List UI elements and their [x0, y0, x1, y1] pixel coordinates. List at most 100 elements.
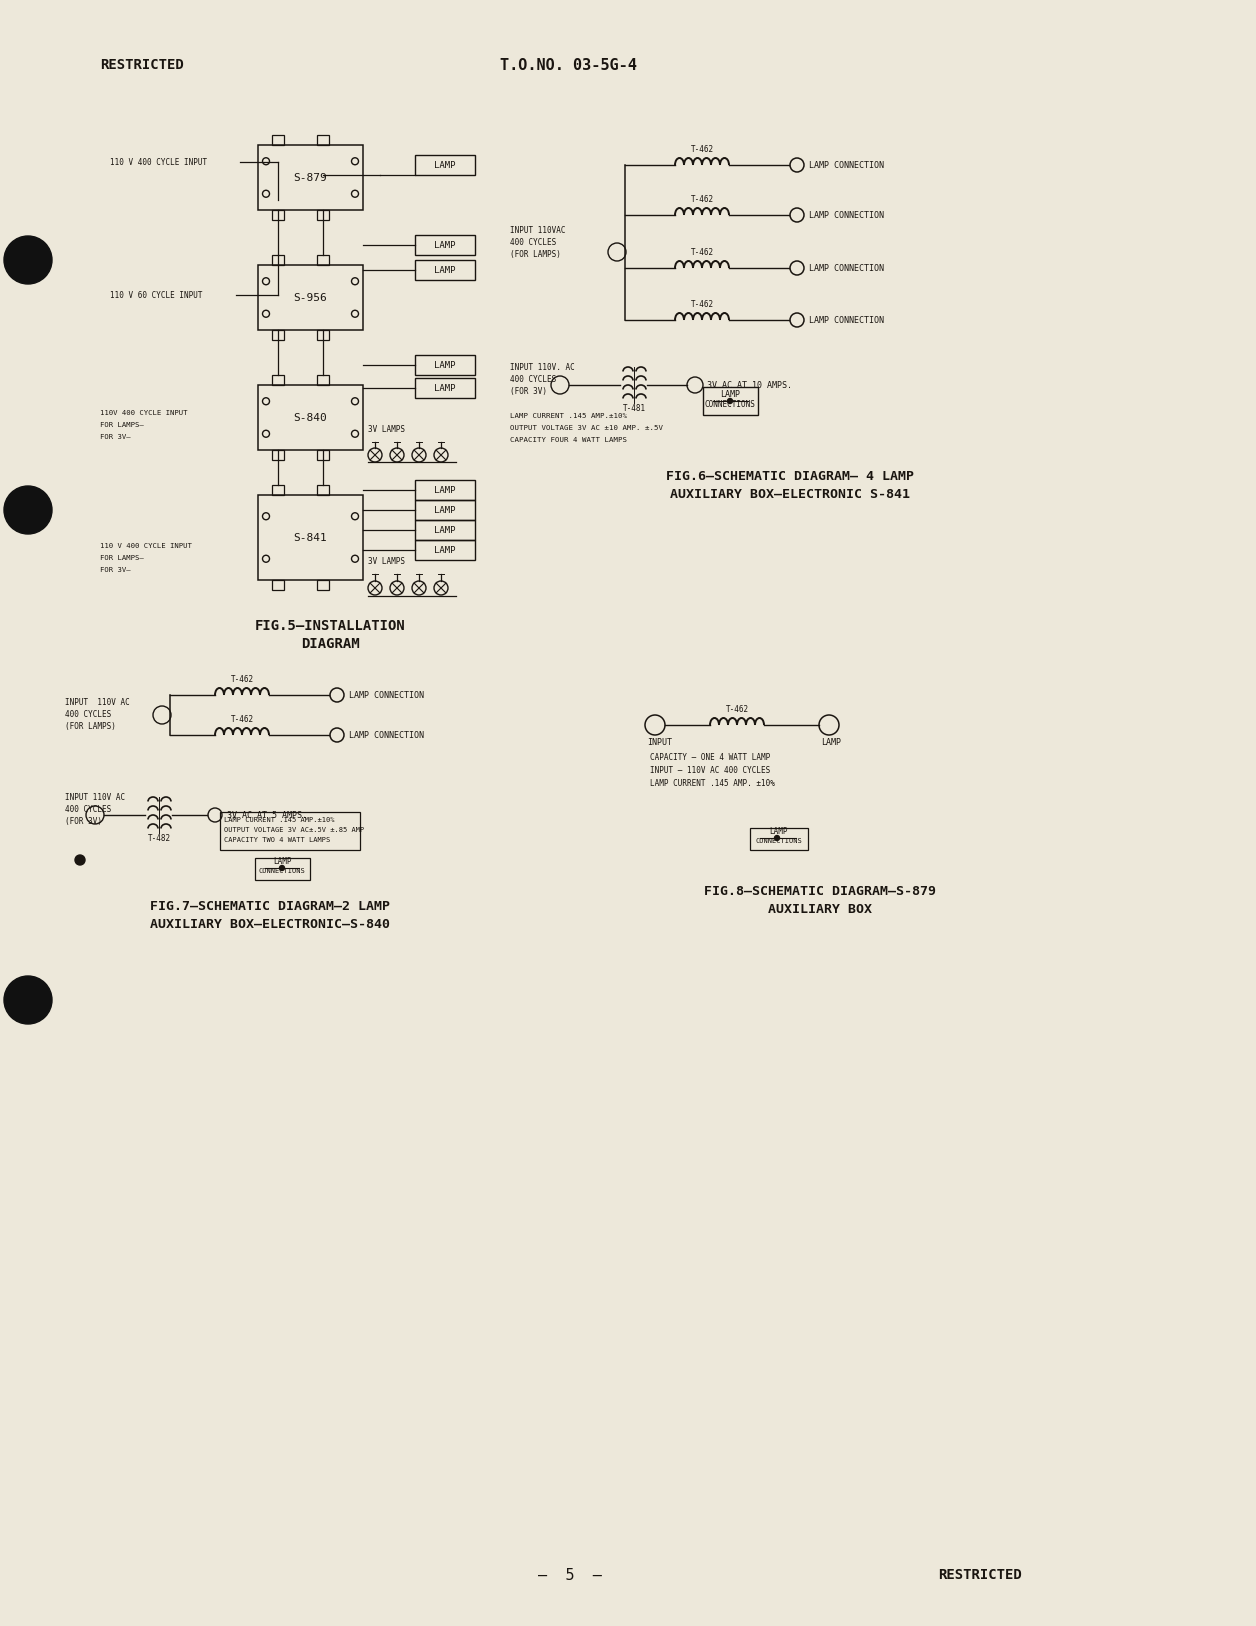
Text: LAMP: LAMP	[435, 545, 456, 554]
Bar	[414, 540, 475, 559]
Bar	[273, 255, 284, 265]
Bar	[317, 210, 329, 220]
Text: LAMP: LAMP	[435, 265, 456, 275]
Text: LAMP: LAMP	[435, 384, 456, 392]
Text: CONNECTIONS: CONNECTIONS	[756, 837, 803, 844]
Text: 3V LAMPS: 3V LAMPS	[368, 558, 404, 566]
Text: (FOR 3V): (FOR 3V)	[510, 387, 548, 397]
Text: AUXILIARY BOX: AUXILIARY BOX	[767, 902, 872, 915]
Bar	[273, 330, 284, 340]
Text: LAMP CONNECTION: LAMP CONNECTION	[349, 730, 425, 740]
Text: 110 V 60 CYCLE INPUT: 110 V 60 CYCLE INPUT	[111, 291, 202, 299]
Text: (FOR 3V): (FOR 3V)	[65, 816, 102, 826]
Text: INPUT 110V AC: INPUT 110V AC	[65, 793, 126, 802]
Text: INPUT – 110V AC 400 CYCLES: INPUT – 110V AC 400 CYCLES	[651, 766, 770, 776]
Circle shape	[727, 398, 732, 403]
Bar	[414, 520, 475, 540]
Bar	[414, 480, 475, 501]
Text: LAMP CURRENT .145 AMP. ±10%: LAMP CURRENT .145 AMP. ±10%	[651, 779, 775, 789]
Bar	[414, 260, 475, 280]
Bar	[317, 330, 329, 340]
Text: AUXILIARY BOX–ELECTRONIC–S-840: AUXILIARY BOX–ELECTRONIC–S-840	[149, 919, 391, 932]
Text: CONNECTIONS: CONNECTIONS	[259, 868, 305, 875]
Bar	[255, 859, 310, 880]
Text: 110 V 400 CYCLE INPUT: 110 V 400 CYCLE INPUT	[111, 158, 207, 166]
Bar	[317, 485, 329, 494]
Bar	[414, 377, 475, 398]
Bar	[317, 135, 329, 145]
Circle shape	[280, 865, 285, 870]
Text: 400 CYCLES: 400 CYCLES	[510, 237, 556, 247]
Text: INPUT 110VAC: INPUT 110VAC	[510, 226, 565, 236]
Circle shape	[75, 855, 85, 865]
Text: LAMP: LAMP	[435, 241, 456, 249]
Bar	[273, 210, 284, 220]
Text: LAMP: LAMP	[435, 486, 456, 494]
Text: LAMP CONNECTION: LAMP CONNECTION	[809, 210, 884, 220]
Text: LAMP CONNECTION: LAMP CONNECTION	[809, 161, 884, 169]
Bar	[750, 828, 808, 850]
Text: 3V LAMPS: 3V LAMPS	[368, 424, 404, 434]
Text: FOR LAMPS–: FOR LAMPS–	[100, 554, 143, 561]
Text: 110V 400 CYCLE INPUT: 110V 400 CYCLE INPUT	[100, 410, 187, 416]
Text: 110 V 400 CYCLE INPUT: 110 V 400 CYCLE INPUT	[100, 543, 192, 550]
Bar	[257, 494, 363, 580]
Bar	[414, 236, 475, 255]
Text: INPUT  110V AC: INPUT 110V AC	[65, 698, 129, 707]
Text: FIG.6–SCHEMATIC DIAGRAM– 4 LAMP: FIG.6–SCHEMATIC DIAGRAM– 4 LAMP	[666, 470, 914, 483]
Text: CAPACITY FOUR 4 WATT LAMPS: CAPACITY FOUR 4 WATT LAMPS	[510, 437, 627, 442]
Bar	[273, 135, 284, 145]
Text: FOR LAMPS–: FOR LAMPS–	[100, 423, 143, 428]
Text: T-462: T-462	[691, 195, 713, 203]
Text: T-462: T-462	[691, 249, 713, 257]
Text: LAMP CONNECTION: LAMP CONNECTION	[809, 263, 884, 273]
Text: LAMP CONNECTION: LAMP CONNECTION	[809, 315, 884, 325]
Text: 3V AC AT 5 AMPS.: 3V AC AT 5 AMPS.	[227, 810, 306, 820]
Text: INPUT 110V. AC: INPUT 110V. AC	[510, 363, 575, 372]
Circle shape	[4, 236, 51, 285]
Bar	[414, 154, 475, 176]
Text: T-462: T-462	[726, 706, 749, 714]
Text: T-462: T-462	[230, 675, 254, 685]
Text: CAPACITY – ONE 4 WATT LAMP: CAPACITY – ONE 4 WATT LAMP	[651, 753, 770, 763]
Text: S-879: S-879	[294, 172, 328, 182]
Text: 400 CYCLES: 400 CYCLES	[65, 711, 112, 719]
Text: CAPACITY TWO 4 WATT LAMPS: CAPACITY TWO 4 WATT LAMPS	[224, 837, 330, 842]
Bar	[257, 145, 363, 210]
Text: T-462: T-462	[691, 301, 713, 309]
Text: OUTPUT VOLTAGE 3V AC ±10 AMP. ±.5V: OUTPUT VOLTAGE 3V AC ±10 AMP. ±.5V	[510, 424, 663, 431]
Text: RESTRICTED: RESTRICTED	[938, 1567, 1022, 1582]
Text: 400 CYCLES: 400 CYCLES	[510, 376, 556, 384]
Bar	[273, 580, 284, 590]
Text: RESTRICTED: RESTRICTED	[100, 59, 183, 72]
Text: FIG.7–SCHEMATIC DIAGRAM–2 LAMP: FIG.7–SCHEMATIC DIAGRAM–2 LAMP	[149, 901, 391, 914]
Bar	[414, 354, 475, 376]
Circle shape	[4, 486, 51, 533]
Circle shape	[775, 836, 780, 841]
Bar	[414, 501, 475, 520]
Text: S-956: S-956	[294, 293, 328, 302]
Text: 3V AC AT 10 AMPS.: 3V AC AT 10 AMPS.	[707, 380, 793, 390]
Text: 400 CYCLES: 400 CYCLES	[65, 805, 112, 815]
Bar	[317, 255, 329, 265]
Text: FOR 3V–: FOR 3V–	[100, 434, 131, 441]
Text: T-481: T-481	[623, 403, 646, 413]
Text: LAMP: LAMP	[720, 390, 740, 398]
Text: AUXILIARY BOX–ELECTRONIC S-841: AUXILIARY BOX–ELECTRONIC S-841	[669, 488, 911, 501]
Bar	[703, 387, 759, 415]
Text: —  5  —: — 5 —	[538, 1567, 602, 1582]
Text: LAMP CURRENT .145 AMP.±10%: LAMP CURRENT .145 AMP.±10%	[510, 413, 627, 420]
Text: LAMP: LAMP	[435, 161, 456, 169]
Text: T-482: T-482	[147, 834, 171, 842]
Text: (FOR LAMPS): (FOR LAMPS)	[65, 722, 116, 732]
Text: FIG.5–INSTALLATION: FIG.5–INSTALLATION	[255, 620, 406, 633]
Circle shape	[4, 976, 51, 1024]
Text: T.O.NO. 03-5G-4: T.O.NO. 03-5G-4	[500, 57, 637, 73]
Text: S-840: S-840	[294, 413, 328, 423]
Bar	[317, 450, 329, 460]
Text: LAMP CONNECTION: LAMP CONNECTION	[349, 691, 425, 699]
Bar	[257, 265, 363, 330]
Text: FOR 3V–: FOR 3V–	[100, 567, 131, 572]
Text: T-462: T-462	[230, 715, 254, 724]
Bar	[257, 385, 363, 450]
